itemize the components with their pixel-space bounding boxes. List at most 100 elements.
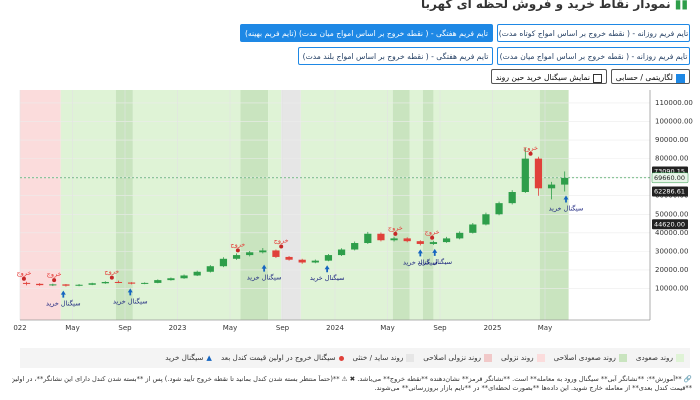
buy-signal (432, 248, 438, 256)
exit-signal (393, 231, 398, 236)
price-label: 44620.00 (654, 220, 685, 228)
title-text: نمودار نقاط خرید و فروش لحظه ای کهربا (421, 0, 671, 11)
candle-body (495, 203, 503, 215)
candle-body (88, 283, 96, 285)
checkbox[interactable]: لگاریتمی / حسابی (610, 69, 690, 84)
candle-body (561, 177, 569, 185)
candle-body (272, 250, 280, 257)
candle-body (62, 284, 70, 286)
x-tick-label: Sep (118, 324, 132, 332)
trend-zone (281, 90, 301, 320)
price-label-bg (651, 172, 689, 184)
y-tick-label: 50000.00 (655, 210, 688, 218)
candle-body (101, 281, 109, 284)
candle-body (442, 238, 451, 243)
candle-body (390, 238, 398, 241)
exit-label: خروج (425, 228, 440, 236)
candle-body (521, 158, 529, 193)
checkbox-box (593, 73, 602, 83)
trend-zone (60, 90, 116, 320)
trend-zone (539, 90, 569, 320)
x-tick-label: 022 (13, 324, 26, 332)
legend-label: روند صعودی (635, 353, 673, 362)
exit-signal (21, 276, 26, 281)
exit-signal (235, 248, 240, 253)
x-tick-label: May (380, 324, 394, 332)
legend-swatch (676, 354, 684, 362)
legend-item: روند نزولی (501, 353, 545, 362)
candle-body (534, 158, 543, 189)
legend-swatch (536, 354, 545, 362)
buy-signal (417, 249, 423, 257)
buy-label: سیگنال خرید (247, 274, 282, 282)
trend-zone (409, 90, 423, 320)
x-tick-label: 2023 (169, 324, 187, 332)
candle-body (324, 255, 333, 261)
legend-label: سیگنال خرید (165, 353, 204, 362)
x-tick-label: Sep (276, 324, 290, 332)
timeframe-button[interactable]: تایم فریم هفتگی - ( نقطه خروج بر اساس ام… (240, 24, 493, 42)
candle-body (456, 232, 464, 239)
timeframe-button[interactable]: تایم فریم هفتگی - ( نقطه خروج بر اساس ام… (298, 47, 493, 65)
y-tick-label: 20000.00 (655, 266, 688, 274)
buy-label: سیگنال خرید (113, 297, 148, 305)
legend-swatch: ▲ (206, 353, 212, 362)
candle-body (141, 282, 149, 284)
legend-label: روند نزولی اصلاحی (423, 353, 482, 362)
timeframe-button[interactable]: تایم فریم روزانه - ( نقطه خروج بر اساس ا… (497, 47, 690, 65)
y-tick-label: 110000.00 (655, 99, 693, 107)
trend-zone (240, 90, 269, 320)
title-icon: ▮▮ (674, 0, 688, 11)
candle-body (246, 252, 254, 256)
exit-label: خروج (274, 237, 289, 245)
trend-zone (132, 90, 241, 320)
timeframe-button[interactable]: تایم فریم روزانه - ( نقطه خروج بر اساس ا… (497, 24, 690, 42)
exit-label: خروج (523, 144, 538, 152)
exit-signal (279, 244, 284, 249)
exit-label: خروج (230, 240, 245, 248)
trend-zone (392, 90, 410, 320)
legend-swatch (338, 355, 344, 361)
exit-label: خروج (47, 270, 62, 278)
trend-zone (268, 90, 282, 320)
checkbox-label: نمایش سیگنال خرید حین روند (495, 73, 590, 82)
candle-body (403, 238, 411, 242)
legend-label: روند ساید / خنثی (352, 353, 404, 362)
price-label: 69660.00 (654, 174, 685, 182)
candle-body (311, 260, 319, 263)
trend-zone (115, 90, 133, 320)
trend-zone (300, 90, 393, 320)
candle-body (337, 249, 346, 256)
buy-label: سیگنال خرید (549, 204, 584, 212)
candle-body (298, 259, 306, 263)
legend-item: ▲سیگنال خرید (165, 353, 212, 362)
candle-body (154, 280, 162, 283)
exit-label: خروج (104, 268, 119, 276)
exit-signal (52, 278, 57, 283)
buy-signal (60, 290, 66, 298)
y-tick-label: 80000.00 (655, 155, 688, 163)
candle-body (49, 284, 57, 286)
candle-body (232, 255, 241, 259)
legend-item: روند صعودی اصلاحی (554, 353, 627, 362)
y-tick-label: 40000.00 (655, 229, 688, 237)
exit-signal (109, 275, 114, 280)
candle-body (75, 284, 83, 286)
x-tick-label: May (223, 324, 237, 332)
checkbox-box (676, 73, 685, 83)
legend-item: روند نزولی اصلاحی (423, 353, 493, 362)
page-title: ▮▮ نمودار نقاط خرید و فروش لحظه ای کهربا (421, 0, 688, 11)
buy-signal (127, 288, 133, 296)
candle-body (127, 282, 136, 284)
candle-body (508, 192, 516, 204)
trend-zone (433, 90, 540, 320)
price-label: 73090.15 (654, 167, 685, 175)
x-tick-label: 2024 (326, 324, 344, 332)
legend-item: سیگنال خروج در اولین قیمت کندل بعد (221, 353, 344, 362)
buy-label: سیگنال خرید (46, 300, 81, 308)
chart: 10000.00 20000.00 30000.00 40000.00 50000.00… (13, 90, 693, 332)
x-tick-label: May (65, 324, 79, 332)
checkbox[interactable]: نمایش سیگنال خرید حین روند (490, 69, 607, 84)
exit-label: خروج (16, 269, 31, 277)
